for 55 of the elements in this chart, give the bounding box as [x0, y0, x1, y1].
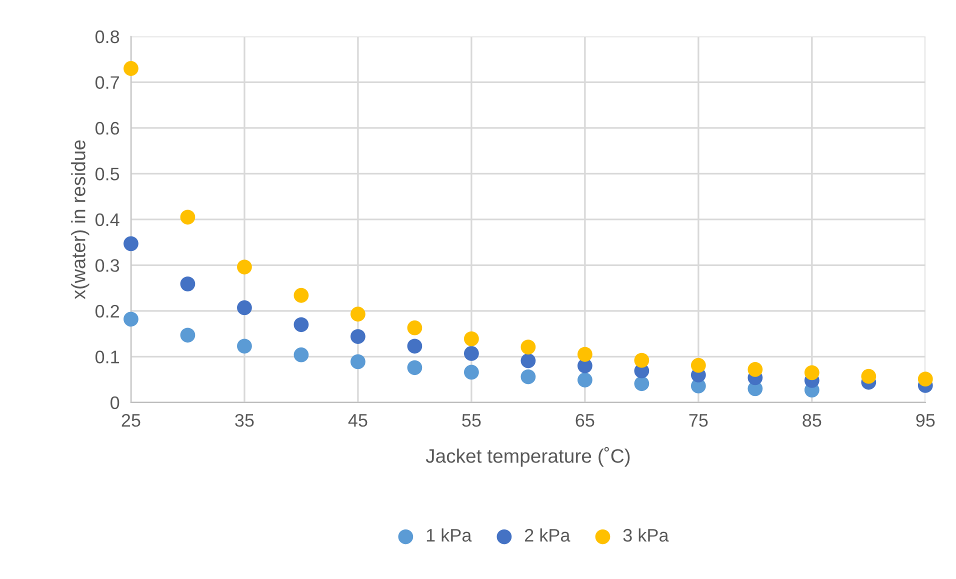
point	[861, 368, 876, 384]
y-tick-label: 0.6	[95, 122, 120, 135]
point	[464, 331, 479, 346]
point	[520, 353, 536, 368]
point	[577, 346, 592, 362]
point	[634, 376, 650, 392]
point	[237, 260, 252, 274]
point	[804, 365, 820, 380]
point	[180, 210, 196, 225]
y-tick-label: 0.5	[95, 168, 120, 180]
legend-label: 2 kPa	[524, 528, 570, 542]
y-axis-title: x(water) in residue	[71, 140, 90, 300]
point	[520, 369, 536, 384]
point	[350, 306, 366, 322]
point	[464, 364, 479, 380]
y-tick-label: 0.3	[95, 259, 120, 272]
point	[690, 358, 706, 373]
point	[407, 338, 422, 354]
x-tick-label: 75	[689, 414, 708, 427]
point	[350, 329, 366, 344]
y-tick-label: 0.4	[95, 213, 120, 226]
legend-label: 1 kPa	[426, 528, 472, 542]
y-tick-label: 0.7	[95, 76, 119, 89]
y-tick-label: 0.2	[95, 304, 119, 318]
point	[294, 347, 309, 362]
point	[634, 352, 650, 368]
point	[748, 362, 763, 377]
point	[180, 276, 196, 292]
point	[124, 236, 138, 252]
point	[294, 288, 309, 303]
point	[350, 354, 366, 370]
point	[520, 340, 536, 355]
point	[407, 360, 422, 376]
x-tick-label: 35	[235, 414, 254, 427]
x-tick-label: 55	[462, 414, 481, 427]
x-tick-label: 45	[348, 414, 368, 427]
point	[237, 300, 252, 316]
point	[918, 372, 933, 387]
y-tick-label: 0	[110, 396, 120, 410]
point	[124, 61, 138, 76]
point	[180, 328, 196, 343]
y-tick-label: 0.8	[95, 30, 120, 44]
point	[464, 346, 479, 361]
point	[294, 317, 309, 332]
x-tick-label: 65	[576, 414, 594, 427]
point	[407, 320, 422, 336]
x-axis-title: Jacket temperature (˚C)	[426, 447, 630, 467]
y-tick-label: 0.1	[95, 350, 119, 364]
point	[124, 312, 138, 327]
point	[237, 338, 252, 354]
x-tick-label: 85	[802, 414, 822, 427]
point	[577, 372, 592, 388]
legend-label: 3 kPa	[623, 528, 669, 542]
x-tick-label: 95	[916, 414, 935, 427]
x-tick-label: 25	[122, 414, 140, 427]
